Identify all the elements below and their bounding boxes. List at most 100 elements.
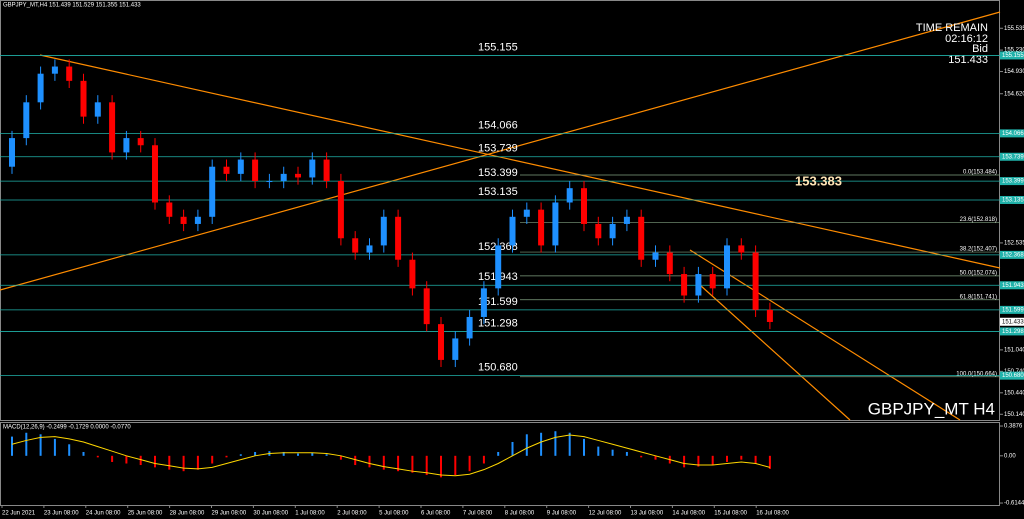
macd-bar bbox=[96, 455, 99, 458]
candle-body bbox=[438, 324, 444, 360]
bid-label: Bid bbox=[972, 43, 988, 55]
candle-body bbox=[638, 216, 645, 260]
main-panel-frame bbox=[0, 0, 1000, 421]
x-tick-label: 2 Jul 08:00 bbox=[337, 511, 367, 517]
candle-body bbox=[452, 338, 459, 360]
candle-body bbox=[352, 238, 359, 253]
candle-body bbox=[137, 138, 144, 146]
level-tag-label: 155.155 bbox=[1002, 53, 1024, 59]
macd-bar bbox=[11, 436, 13, 456]
macd-bar bbox=[339, 455, 342, 460]
candle-body bbox=[380, 216, 387, 246]
macd-bar bbox=[440, 455, 442, 478]
candle-body bbox=[423, 288, 430, 325]
x-tick-label: 25 Jun 08:00 bbox=[128, 511, 163, 517]
level-label: 154.066 bbox=[478, 119, 518, 131]
macd-bar bbox=[482, 455, 485, 464]
macd-bar bbox=[740, 455, 743, 460]
x-tick-label: 28 Jun 08:00 bbox=[170, 511, 205, 517]
macd-y-tick-label: -0.6144 bbox=[1004, 501, 1024, 507]
macd-bar bbox=[111, 455, 114, 462]
symbol-label: GBPJPY_MT H4 bbox=[868, 399, 995, 418]
candle-body bbox=[752, 252, 759, 310]
macd-bar bbox=[53, 438, 56, 456]
time-remain-label: TIME REMAIN bbox=[916, 22, 988, 34]
bid-tag-label: 151.433 bbox=[1002, 319, 1024, 325]
x-tick-label: 15 Jul 08:00 bbox=[714, 511, 747, 517]
candle-body bbox=[295, 173, 301, 178]
fib-label: 38.2(152.407) bbox=[960, 247, 997, 253]
level-tag-label: 151.943 bbox=[1002, 283, 1024, 289]
fib-label: 61.8(151.741) bbox=[960, 294, 997, 300]
x-tick-label: 9 Jul 08:00 bbox=[547, 511, 577, 517]
candle-body bbox=[695, 274, 702, 296]
candle-body bbox=[495, 245, 502, 289]
candle-body bbox=[194, 216, 201, 224]
x-tick-label: 12 Jul 08:00 bbox=[589, 511, 622, 517]
candle-body bbox=[552, 202, 559, 246]
macd-bar bbox=[311, 452, 314, 456]
macd-bar bbox=[768, 455, 771, 469]
trend-line bbox=[0, 11, 1001, 291]
x-tick-label: 16 Jul 08:00 bbox=[756, 511, 789, 517]
x-tick-label: 23 Jun 08:00 bbox=[44, 511, 79, 517]
macd-bar bbox=[397, 455, 400, 472]
candle-body bbox=[180, 216, 187, 224]
macd-bar bbox=[468, 455, 471, 472]
candle-body bbox=[538, 209, 545, 246]
level-tag-label: 153.135 bbox=[1002, 198, 1024, 204]
level-label: 155.155 bbox=[478, 41, 518, 53]
bid: 151.433 bbox=[948, 54, 988, 66]
trend-line bbox=[699, 284, 851, 421]
fib-label: 0.0(153.484) bbox=[963, 170, 997, 176]
candle-body bbox=[323, 159, 330, 182]
macd-bar bbox=[611, 449, 614, 456]
x-tick-label: 1 Jul 08:00 bbox=[295, 511, 325, 517]
macd-bar bbox=[554, 431, 557, 456]
bid-tag bbox=[1000, 317, 1024, 326]
candle-body bbox=[523, 209, 530, 217]
macd-bar bbox=[154, 455, 156, 468]
candle-body bbox=[309, 159, 316, 178]
level-label: 153.739 bbox=[478, 143, 518, 155]
macd-bar bbox=[182, 455, 185, 472]
candle-body bbox=[266, 181, 273, 183]
macd-bar bbox=[597, 446, 600, 456]
candle-body bbox=[666, 252, 673, 275]
candle-body bbox=[166, 202, 173, 217]
macd-bar bbox=[297, 453, 299, 456]
trend-lines bbox=[0, 11, 1001, 421]
level-tag bbox=[1000, 177, 1024, 186]
macd-y-tick-label: 0.3876 bbox=[1004, 424, 1023, 430]
candle-body bbox=[366, 245, 373, 253]
level-tag-label: 150.680 bbox=[1002, 373, 1024, 379]
macd-bar bbox=[683, 455, 686, 468]
macd-bar bbox=[540, 432, 543, 456]
x-tick-label: 22 Jun 2021 bbox=[2, 511, 36, 517]
macd-bar bbox=[726, 455, 728, 462]
level-tag-label: 152.368 bbox=[1002, 252, 1024, 258]
candle-body bbox=[337, 181, 344, 239]
level-tag bbox=[1000, 327, 1024, 336]
x-tick-label: 14 Jul 08:00 bbox=[672, 511, 705, 517]
y-tick-label: 155.535 bbox=[1004, 26, 1024, 32]
x-tick-label: 29 Jun 08:00 bbox=[212, 511, 247, 517]
candle-body bbox=[23, 102, 30, 139]
macd-bar bbox=[139, 455, 142, 466]
macd-panel-frame bbox=[0, 422, 1000, 506]
y-tick-label: 155.230 bbox=[1004, 48, 1024, 54]
level-tag-label: 153.399 bbox=[1002, 179, 1024, 185]
trend-line bbox=[689, 249, 961, 421]
fib-label: 100.0(150.664) bbox=[956, 371, 997, 377]
candle-body bbox=[409, 259, 416, 289]
candle-body bbox=[94, 102, 101, 117]
level-tag bbox=[1000, 371, 1024, 380]
level-label: 151.298 bbox=[478, 317, 518, 329]
candle-body bbox=[609, 223, 616, 239]
macd-bar bbox=[711, 455, 714, 466]
trend-line bbox=[39, 54, 1001, 269]
macd-bar bbox=[168, 455, 171, 470]
candle-body bbox=[595, 223, 602, 239]
